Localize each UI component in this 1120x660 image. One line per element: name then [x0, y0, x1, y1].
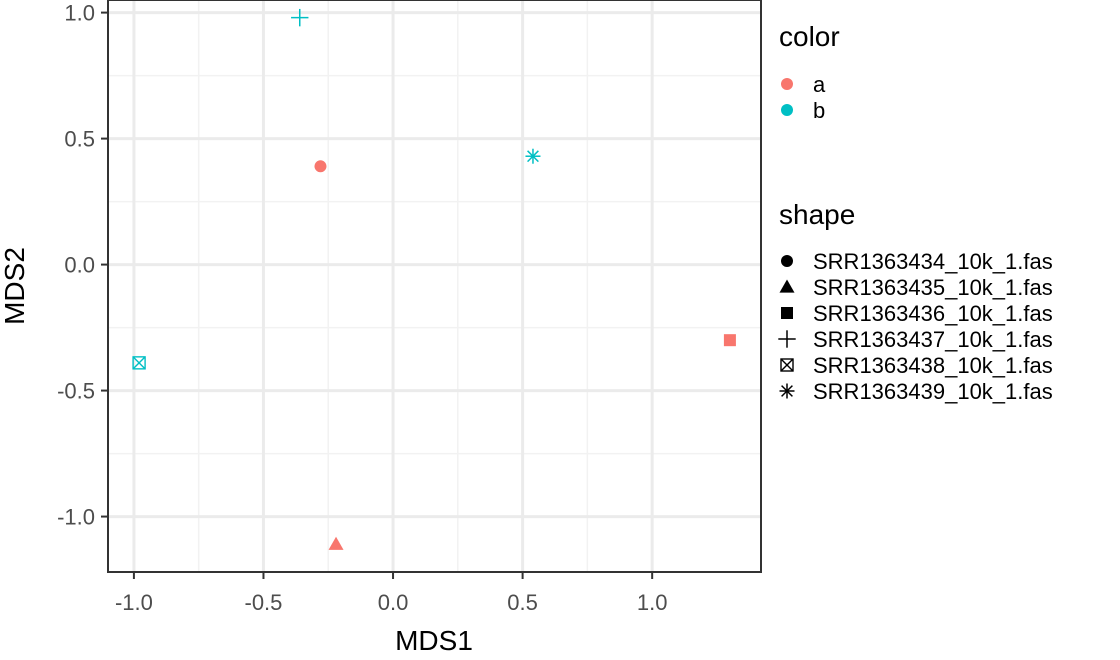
- data-point-circle: [314, 160, 327, 173]
- y-tick-label: 0.0: [64, 253, 95, 278]
- data-point-asterisk: [525, 148, 541, 164]
- shape-legend-key-circle: [781, 255, 793, 267]
- x-axis-title: MDS1: [395, 625, 473, 656]
- x-tick-label: 1.0: [637, 590, 668, 615]
- color-legend: color ab: [779, 21, 840, 123]
- data-point-plus: [291, 8, 309, 27]
- shape-legend: shape SRR1363434_10k_1.fasSRR1363435_10k…: [778, 199, 1053, 404]
- color-legend-key-b: [781, 104, 793, 116]
- shape-legend-key-plus: [778, 330, 796, 348]
- color-legend-label: b: [813, 98, 825, 123]
- y-tick-label: 1.0: [64, 1, 95, 26]
- shape-legend-key-triangle: [779, 279, 795, 293]
- x-tick-label: -1.0: [115, 590, 153, 615]
- x-tick-label: -0.5: [245, 590, 283, 615]
- data-points: [132, 8, 736, 550]
- shape-legend-title: shape: [779, 199, 855, 230]
- y-tick-label: -1.0: [57, 505, 95, 530]
- shape-legend-label: SRR1363436_10k_1.fas: [813, 301, 1053, 326]
- shape-legend-key-asterisk: [779, 383, 795, 399]
- shape-legend-label: SRR1363434_10k_1.fas: [813, 249, 1053, 274]
- shape-legend-label: SRR1363439_10k_1.fas: [813, 379, 1053, 404]
- shape-legend-label: SRR1363438_10k_1.fas: [813, 353, 1053, 378]
- x-axis-ticks: -1.0 -0.5 0.0 0.5 1.0: [115, 572, 668, 615]
- color-legend-label: a: [813, 72, 826, 97]
- shape-legend-key-square: [781, 307, 793, 319]
- major-gridlines: [108, 0, 761, 572]
- shape-legend-label: SRR1363437_10k_1.fas: [813, 327, 1053, 352]
- panel-border: [107, 0, 762, 573]
- y-axis-title: MDS2: [0, 247, 30, 325]
- color-legend-key-a: [781, 78, 793, 90]
- shape-legend-key-boxed-x: [780, 358, 794, 372]
- color-legend-title: color: [779, 21, 840, 52]
- data-point-boxed-x: [132, 356, 146, 370]
- x-tick-label: 0.5: [507, 590, 538, 615]
- shape-legend-label: SRR1363435_10k_1.fas: [813, 275, 1053, 300]
- y-tick-label: 0.5: [64, 127, 95, 152]
- data-point-triangle: [328, 536, 344, 550]
- x-tick-label: 0.0: [378, 590, 409, 615]
- data-point-square: [723, 334, 736, 347]
- y-tick-label: -0.5: [57, 379, 95, 404]
- y-axis-ticks: -1.0 -0.5 0.0 0.5 1.0: [57, 1, 108, 530]
